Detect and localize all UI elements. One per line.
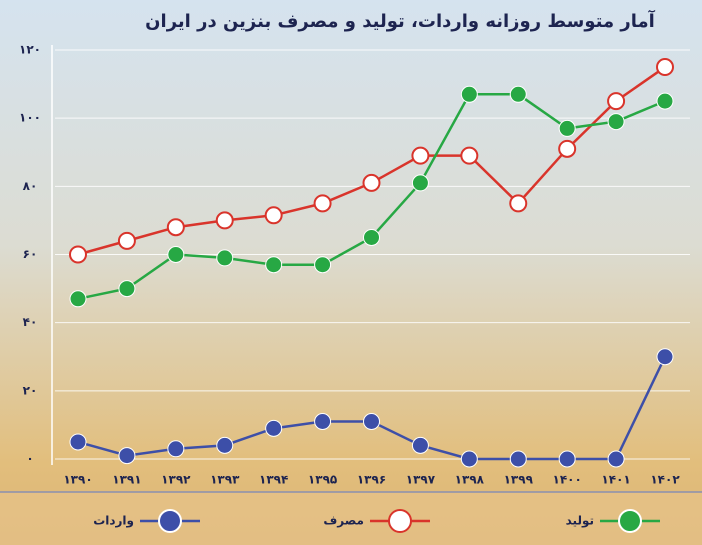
data-point [510,86,526,102]
data-point [315,257,331,273]
x-tick-label: ۱۳۹۵ [308,473,337,487]
x-tick-label: ۱۴۰۲ [650,473,680,487]
y-tick-label: ۰ [26,452,33,466]
y-tick-label: ۱۲۰ [19,43,41,57]
data-point [168,441,184,457]
data-point [412,175,428,191]
x-tick-label: ۱۳۹۰ [63,473,92,487]
data-point [412,437,428,453]
x-tick-label: ۱۴۰۰ [553,473,582,487]
chart-title: آمار متوسط روزانه واردات، تولید و مصرف ب… [145,9,655,32]
background [0,0,702,545]
data-point [217,212,233,228]
legend-label: واردات [93,514,134,529]
data-point [168,247,184,263]
data-point [510,195,526,211]
data-point [657,93,673,109]
data-point [608,93,624,109]
legend-label: مصرف [323,514,364,528]
data-point [217,437,233,453]
data-point [168,219,184,235]
data-point [364,229,380,245]
x-tick-label: ۱۳۹۹ [504,473,534,487]
data-point [657,349,673,365]
data-point [364,414,380,430]
data-point [119,281,135,297]
data-point [119,448,135,464]
data-point [461,148,477,164]
x-tick-label: ۱۳۹۳ [210,473,240,487]
data-point [266,420,282,436]
y-tick-label: ۲۰ [23,383,38,397]
data-point [412,148,428,164]
data-point [510,451,526,467]
y-tick-label: ۴۰ [23,315,38,329]
data-point [461,451,477,467]
data-point [119,233,135,249]
data-point [70,434,86,450]
x-tick-label: ۱۳۹۱ [112,473,141,487]
x-tick-label: ۱۳۹۸ [455,473,485,487]
chart: آمار متوسط روزانه واردات، تولید و مصرف ب… [0,0,702,545]
x-tick-label: ۱۳۹۷ [406,473,436,487]
data-point [608,114,624,130]
data-point [315,195,331,211]
x-tick-label: ۱۴۰۱ [601,473,630,487]
legend-marker [619,510,641,532]
y-tick-label: ۱۰۰ [19,111,41,125]
data-point [70,291,86,307]
data-point [657,59,673,75]
data-point [559,141,575,157]
data-point [266,257,282,273]
data-point [315,414,331,430]
y-tick-label: ۸۰ [23,179,38,193]
data-point [217,250,233,266]
legend-marker [159,510,181,532]
x-tick-label: ۱۳۹۶ [357,473,386,487]
data-point [70,247,86,263]
x-tick-label: ۱۳۹۴ [259,473,288,487]
legend-label: تولید [566,514,594,529]
data-point [461,86,477,102]
y-tick-label: ۶۰ [23,247,38,261]
data-point [608,451,624,467]
data-point [559,451,575,467]
data-point [364,175,380,191]
data-point [559,120,575,136]
data-point [266,207,282,223]
legend-marker [389,510,411,532]
x-tick-label: ۱۳۹۲ [161,473,191,487]
